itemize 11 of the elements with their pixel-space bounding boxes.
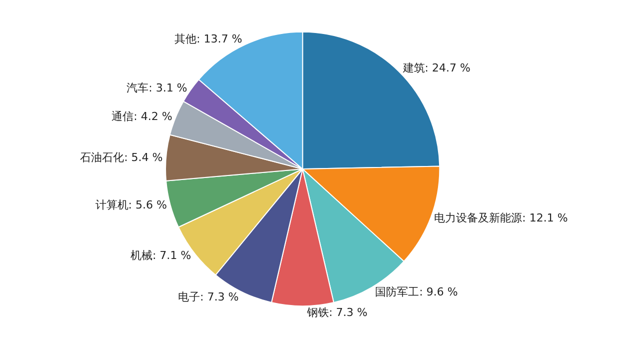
slice-label: 汽车: 3.1 % — [126, 81, 188, 94]
slice-label: 国防军工: 9.6 % — [375, 286, 458, 299]
slice-label: 通信: 4.2 % — [112, 110, 172, 124]
slice-label: 其他: 13.7 % — [174, 32, 242, 46]
slice-label: 机械: 7.1 % — [130, 249, 192, 262]
slice-label: 电力设备及新能源: 12.1 % — [434, 212, 568, 225]
slice-label: 电子: 7.3 % — [178, 290, 239, 304]
slice-label: 建筑: 24.7 % — [402, 61, 470, 74]
slice-label: 石油石化: 5.4 % — [80, 151, 163, 164]
slice-label: 钢铁: 7.3 % — [306, 306, 368, 320]
slice-label: 计算机: 5.6 % — [95, 198, 167, 212]
